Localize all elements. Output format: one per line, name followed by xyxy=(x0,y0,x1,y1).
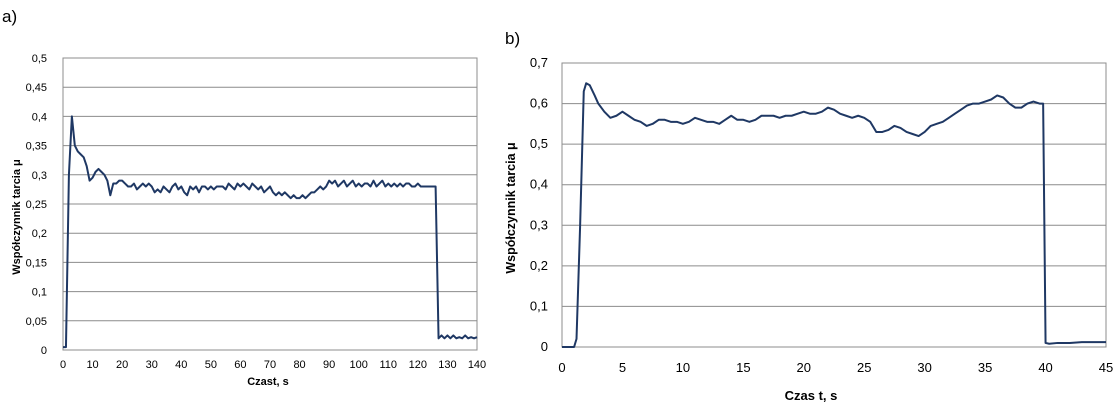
y-tick-label-b: 0,6 xyxy=(530,96,548,111)
x-tick-label-b: 5 xyxy=(619,360,626,375)
x-tick-label-a: 10 xyxy=(86,359,98,371)
chart-panel-a: a) Czast, s Współczynnik tarcia μ 0 0,05 0… xyxy=(2,7,486,388)
y-tick-label-b: 0,1 xyxy=(530,298,548,313)
y-tick-label-b: 0,2 xyxy=(530,258,548,273)
x-tick-label-a: 110 xyxy=(380,359,398,371)
x-tick-label-a: 0 xyxy=(60,359,66,371)
x-tick-label-a: 120 xyxy=(409,359,427,371)
plot-area-a xyxy=(62,57,478,351)
x-tick-label-a: 40 xyxy=(175,359,187,371)
x-tick-label-b: 10 xyxy=(676,360,690,375)
x-tick-label-a: 70 xyxy=(264,359,276,371)
x-tick-label-b: 15 xyxy=(736,360,750,375)
y-tick-label-a: 0,1 xyxy=(32,287,47,299)
y-tick-label-a: 0,45 xyxy=(26,82,47,94)
x-tick-label-b: 40 xyxy=(1038,360,1052,375)
x-tick-label-a: 30 xyxy=(146,359,158,371)
x-tick-label-a: 100 xyxy=(350,359,368,371)
y-tick-label-b: 0,5 xyxy=(530,136,548,151)
y-tick-label-a: 0,15 xyxy=(26,257,47,269)
x-tick-label-a: 140 xyxy=(468,359,486,371)
panel-label-b: b) xyxy=(505,29,520,48)
y-tick-label-b: 0,7 xyxy=(530,55,548,70)
x-tick-label-a: 130 xyxy=(438,359,456,371)
x-tick-label-a: 90 xyxy=(323,359,335,371)
x-tick-label-a: 50 xyxy=(205,359,217,371)
x-tick-label-a: 80 xyxy=(293,359,305,371)
y-tick-label-a: 0,05 xyxy=(26,316,47,328)
y-tick-label-a: 0 xyxy=(41,345,47,357)
chart-panel-b: b) Czas t, s Współczynnik tarcia μ 0 0,1 0… xyxy=(504,29,1113,403)
x-tick-label-b: 35 xyxy=(978,360,992,375)
plot-area-b xyxy=(561,62,1107,348)
x-tick-label-a: 60 xyxy=(234,359,246,371)
y-tick-label-b: 0 xyxy=(541,339,548,354)
x-axis-title-b: Czas t, s xyxy=(785,388,838,403)
y-tick-label-b: 0,4 xyxy=(530,177,548,192)
y-tick-label-b: 0,3 xyxy=(530,217,548,232)
y-tick-label-a: 0,25 xyxy=(26,199,47,211)
y-tick-label-a: 0,4 xyxy=(32,111,47,123)
x-tick-label-b: 0 xyxy=(558,360,565,375)
x-tick-label-b: 45 xyxy=(1099,360,1113,375)
x-tick-label-b: 20 xyxy=(797,360,811,375)
series-line-b-0 xyxy=(562,82,1106,348)
y-tick-label-a: 0,2 xyxy=(32,228,47,240)
panel-label-a: a) xyxy=(2,7,17,26)
y-axis-title-b: Współczynnik tarcia μ xyxy=(504,142,518,273)
series-line-a-0 xyxy=(63,115,478,349)
x-axis-title-a: Czast, s xyxy=(247,376,289,388)
y-tick-label-a: 0,35 xyxy=(26,141,47,153)
x-tick-label-b: 25 xyxy=(857,360,871,375)
x-tick-label-b: 30 xyxy=(917,360,931,375)
y-tick-label-a: 0,5 xyxy=(32,53,47,65)
x-tick-label-a: 20 xyxy=(116,359,128,371)
y-axis-title-a: Współczynnik tarcia μ xyxy=(11,159,23,275)
y-tick-label-a: 0,3 xyxy=(32,170,47,182)
